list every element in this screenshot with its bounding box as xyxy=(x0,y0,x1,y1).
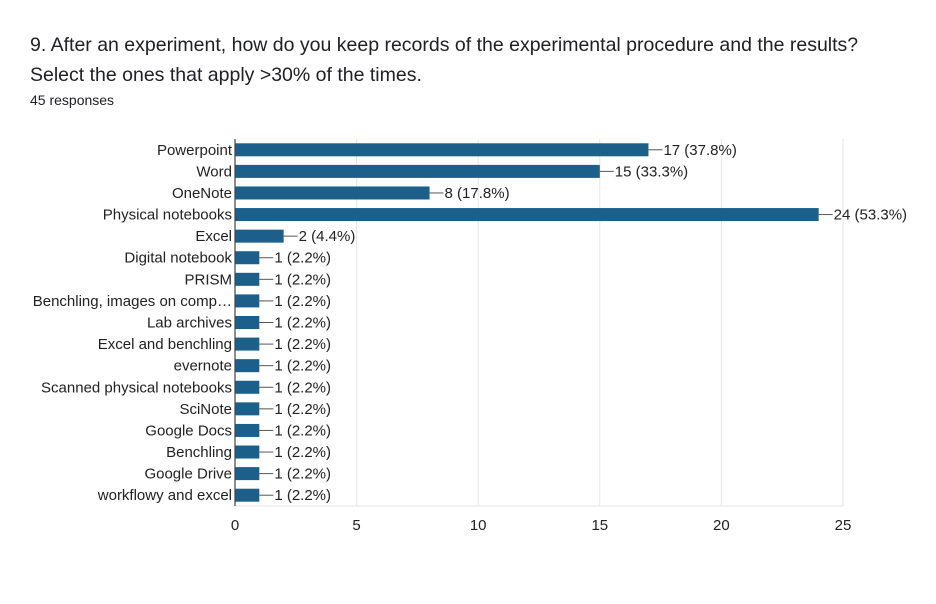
data-label: 8 (17.8%) xyxy=(445,185,510,202)
category-label: PRISM xyxy=(184,271,232,288)
bar xyxy=(235,229,284,243)
bar xyxy=(235,445,260,459)
category-label: workflowy and excel xyxy=(97,487,232,504)
data-label: 1 (2.2%) xyxy=(274,293,331,310)
data-label: 1 (2.2%) xyxy=(274,379,331,396)
bar xyxy=(235,186,430,200)
x-tick-label: 25 xyxy=(835,517,852,534)
data-label: 1 (2.2%) xyxy=(274,487,331,504)
question-line-2: Select the ones that apply >30% of the t… xyxy=(30,64,422,86)
bar xyxy=(235,467,260,481)
bar xyxy=(235,143,649,157)
category-label: Benchling, images on comp… xyxy=(33,293,232,310)
data-label: 1 (2.2%) xyxy=(274,401,331,418)
category-label: evernote xyxy=(174,358,232,375)
bar xyxy=(235,251,260,265)
x-tick-label: 20 xyxy=(713,517,730,534)
data-label: 1 (2.2%) xyxy=(274,422,331,439)
x-tick-label: 15 xyxy=(591,517,608,534)
data-label: 1 (2.2%) xyxy=(274,315,331,332)
data-label: 1 (2.2%) xyxy=(274,358,331,375)
x-tick-label: 0 xyxy=(231,517,239,534)
category-label: Physical notebooks xyxy=(103,207,232,224)
x-tick-label: 10 xyxy=(470,517,487,534)
category-label: Benchling xyxy=(166,444,232,461)
bar xyxy=(235,423,260,437)
data-label: 2 (4.4%) xyxy=(299,228,356,245)
bar xyxy=(235,316,260,329)
category-label: Powerpoint xyxy=(157,142,233,159)
question-line-1: 9. After an experiment, how do you keep … xyxy=(30,34,859,56)
data-label: 1 (2.2%) xyxy=(274,250,331,267)
response-count: 45 responses xyxy=(30,92,115,108)
category-label: OneNote xyxy=(172,185,232,202)
data-label: 1 (2.2%) xyxy=(274,444,331,461)
data-label: 1 (2.2%) xyxy=(274,466,331,483)
bar xyxy=(235,402,260,416)
question-title: 9. After an experiment, how do you keep … xyxy=(30,30,920,90)
category-label: Scanned physical notebooks xyxy=(41,379,232,396)
category-label: Google Docs xyxy=(145,422,232,439)
category-label: Google Drive xyxy=(144,466,232,483)
bar xyxy=(235,164,600,178)
bar xyxy=(235,208,819,222)
bar xyxy=(235,359,260,373)
category-label: SciNote xyxy=(179,401,232,418)
category-label: Excel xyxy=(195,228,232,245)
category-label: Word xyxy=(196,163,232,180)
data-label: 15 (33.3%) xyxy=(615,163,688,180)
data-label: 24 (53.3%) xyxy=(834,207,907,224)
x-tick-label: 5 xyxy=(352,517,360,534)
category-label: Digital notebook xyxy=(124,250,232,267)
category-label: Lab archives xyxy=(147,315,232,332)
category-label: Excel and benchling xyxy=(98,336,232,353)
data-label: 1 (2.2%) xyxy=(274,336,331,353)
bar xyxy=(235,272,260,286)
data-label: 17 (37.8%) xyxy=(663,142,736,159)
data-label: 1 (2.2%) xyxy=(274,271,331,288)
bar xyxy=(235,488,260,502)
bar xyxy=(235,294,260,308)
bar xyxy=(235,337,260,351)
bar xyxy=(235,380,260,394)
